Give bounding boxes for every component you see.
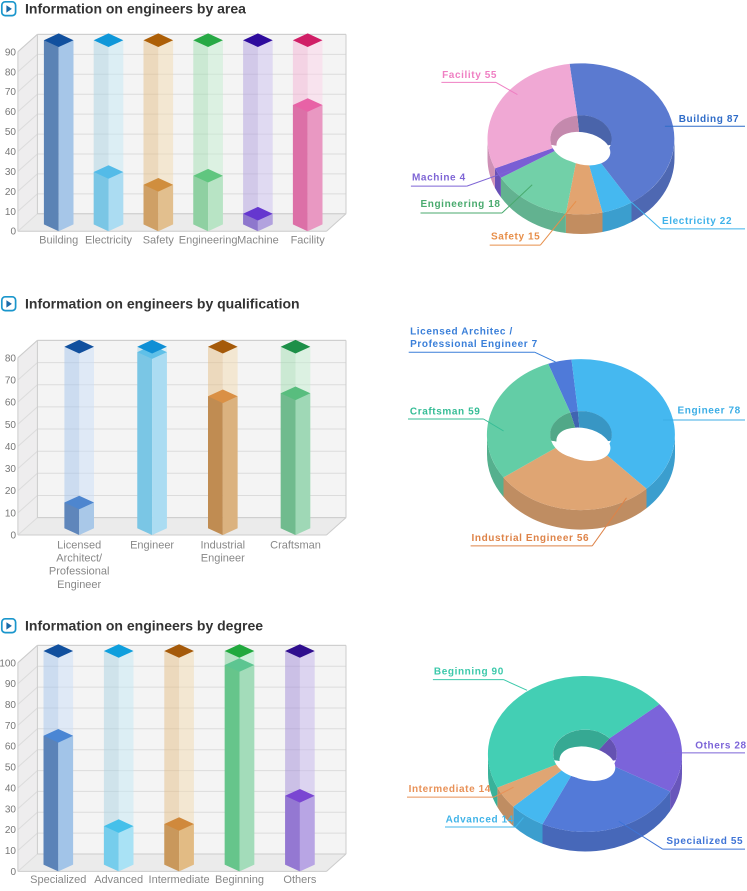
- svg-text:Others: Others: [283, 874, 317, 886]
- svg-text:80: 80: [5, 700, 17, 711]
- svg-text:Industrial Engineer 56: Industrial Engineer 56: [472, 533, 590, 544]
- svg-text:80: 80: [5, 67, 17, 78]
- svg-text:10: 10: [5, 508, 17, 519]
- svg-text:90: 90: [5, 679, 17, 690]
- svg-text:30: 30: [5, 464, 17, 475]
- svg-text:20: 20: [5, 486, 17, 497]
- svg-text:Machine 4: Machine 4: [412, 173, 466, 184]
- svg-text:Specialized: Specialized: [30, 874, 86, 886]
- svg-text:Facility 55: Facility 55: [442, 70, 497, 81]
- svg-text:Machine: Machine: [237, 235, 279, 247]
- svg-text:60: 60: [5, 107, 17, 118]
- svg-text:50: 50: [5, 420, 17, 431]
- svg-text:Craftsman 59: Craftsman 59: [410, 407, 481, 418]
- svg-text:Engineering 18: Engineering 18: [421, 199, 501, 210]
- svg-text:Safety: Safety: [143, 235, 175, 247]
- svg-text:Safety 15: Safety 15: [491, 232, 540, 243]
- svg-text:60: 60: [5, 398, 17, 409]
- svg-text:70: 70: [5, 87, 17, 98]
- svg-text:Electricity 22: Electricity 22: [662, 216, 732, 227]
- svg-text:Advanced 14: Advanced 14: [446, 815, 514, 826]
- svg-text:Licensed Architec /: Licensed Architec /: [410, 327, 513, 338]
- svg-text:0: 0: [10, 227, 16, 238]
- svg-text:0: 0: [10, 867, 16, 878]
- svg-text:100: 100: [0, 658, 16, 669]
- svg-text:Engineering: Engineering: [179, 235, 238, 247]
- svg-text:40: 40: [5, 147, 17, 158]
- svg-text:90: 90: [5, 47, 17, 58]
- svg-text:Specialized 55: Specialized 55: [666, 836, 743, 847]
- svg-text:20: 20: [5, 825, 17, 836]
- svg-text:50: 50: [5, 763, 17, 774]
- svg-text:60: 60: [5, 742, 17, 753]
- svg-text:70: 70: [5, 721, 17, 732]
- svg-text:Building: Building: [39, 235, 78, 247]
- svg-text:70: 70: [5, 376, 17, 387]
- svg-text:Electricity: Electricity: [85, 235, 133, 247]
- svg-text:Others 28: Others 28: [695, 741, 747, 752]
- svg-text:Industrial: Industrial: [200, 540, 245, 552]
- svg-text:Engineer: Engineer: [130, 540, 174, 552]
- svg-text:20: 20: [5, 187, 17, 198]
- svg-text:Intermediate 14: Intermediate 14: [409, 784, 491, 795]
- svg-text:10: 10: [5, 207, 17, 218]
- svg-text:40: 40: [5, 442, 17, 453]
- svg-text:Information on engineers by qu: Information on engineers by qualificatio…: [25, 296, 300, 312]
- svg-text:40: 40: [5, 784, 17, 795]
- svg-text:Engineer: Engineer: [201, 553, 245, 565]
- svg-text:Beginning: Beginning: [215, 874, 264, 886]
- svg-text:Engineer: Engineer: [57, 579, 101, 591]
- svg-text:Professional: Professional: [49, 566, 110, 578]
- svg-text:30: 30: [5, 804, 17, 815]
- svg-text:Facility: Facility: [291, 235, 326, 247]
- svg-text:30: 30: [5, 167, 17, 178]
- svg-text:50: 50: [5, 127, 17, 138]
- svg-text:Licensed: Licensed: [57, 540, 101, 552]
- svg-text:Information on engineers by de: Information on engineers by degree: [25, 618, 263, 634]
- svg-text:80: 80: [5, 353, 17, 364]
- svg-text:Engineer 78: Engineer 78: [678, 406, 741, 417]
- svg-text:Architect/: Architect/: [56, 553, 103, 565]
- svg-text:0: 0: [10, 531, 16, 542]
- svg-text:Beginning 90: Beginning 90: [434, 666, 504, 677]
- svg-text:Information on engineers by ar: Information on engineers by area: [25, 1, 246, 17]
- svg-text:Building 87: Building 87: [679, 114, 740, 125]
- svg-text:10: 10: [5, 846, 17, 857]
- svg-text:Advanced: Advanced: [94, 874, 143, 886]
- svg-text:Intermediate: Intermediate: [149, 874, 210, 886]
- svg-text:Professional Engineer 7: Professional Engineer 7: [410, 339, 538, 350]
- svg-text:Craftsman: Craftsman: [270, 540, 321, 552]
